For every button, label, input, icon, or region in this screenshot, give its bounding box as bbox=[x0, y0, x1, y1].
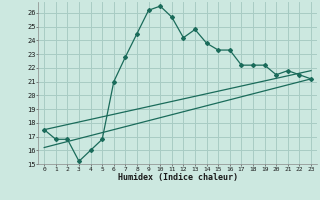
X-axis label: Humidex (Indice chaleur): Humidex (Indice chaleur) bbox=[118, 173, 238, 182]
